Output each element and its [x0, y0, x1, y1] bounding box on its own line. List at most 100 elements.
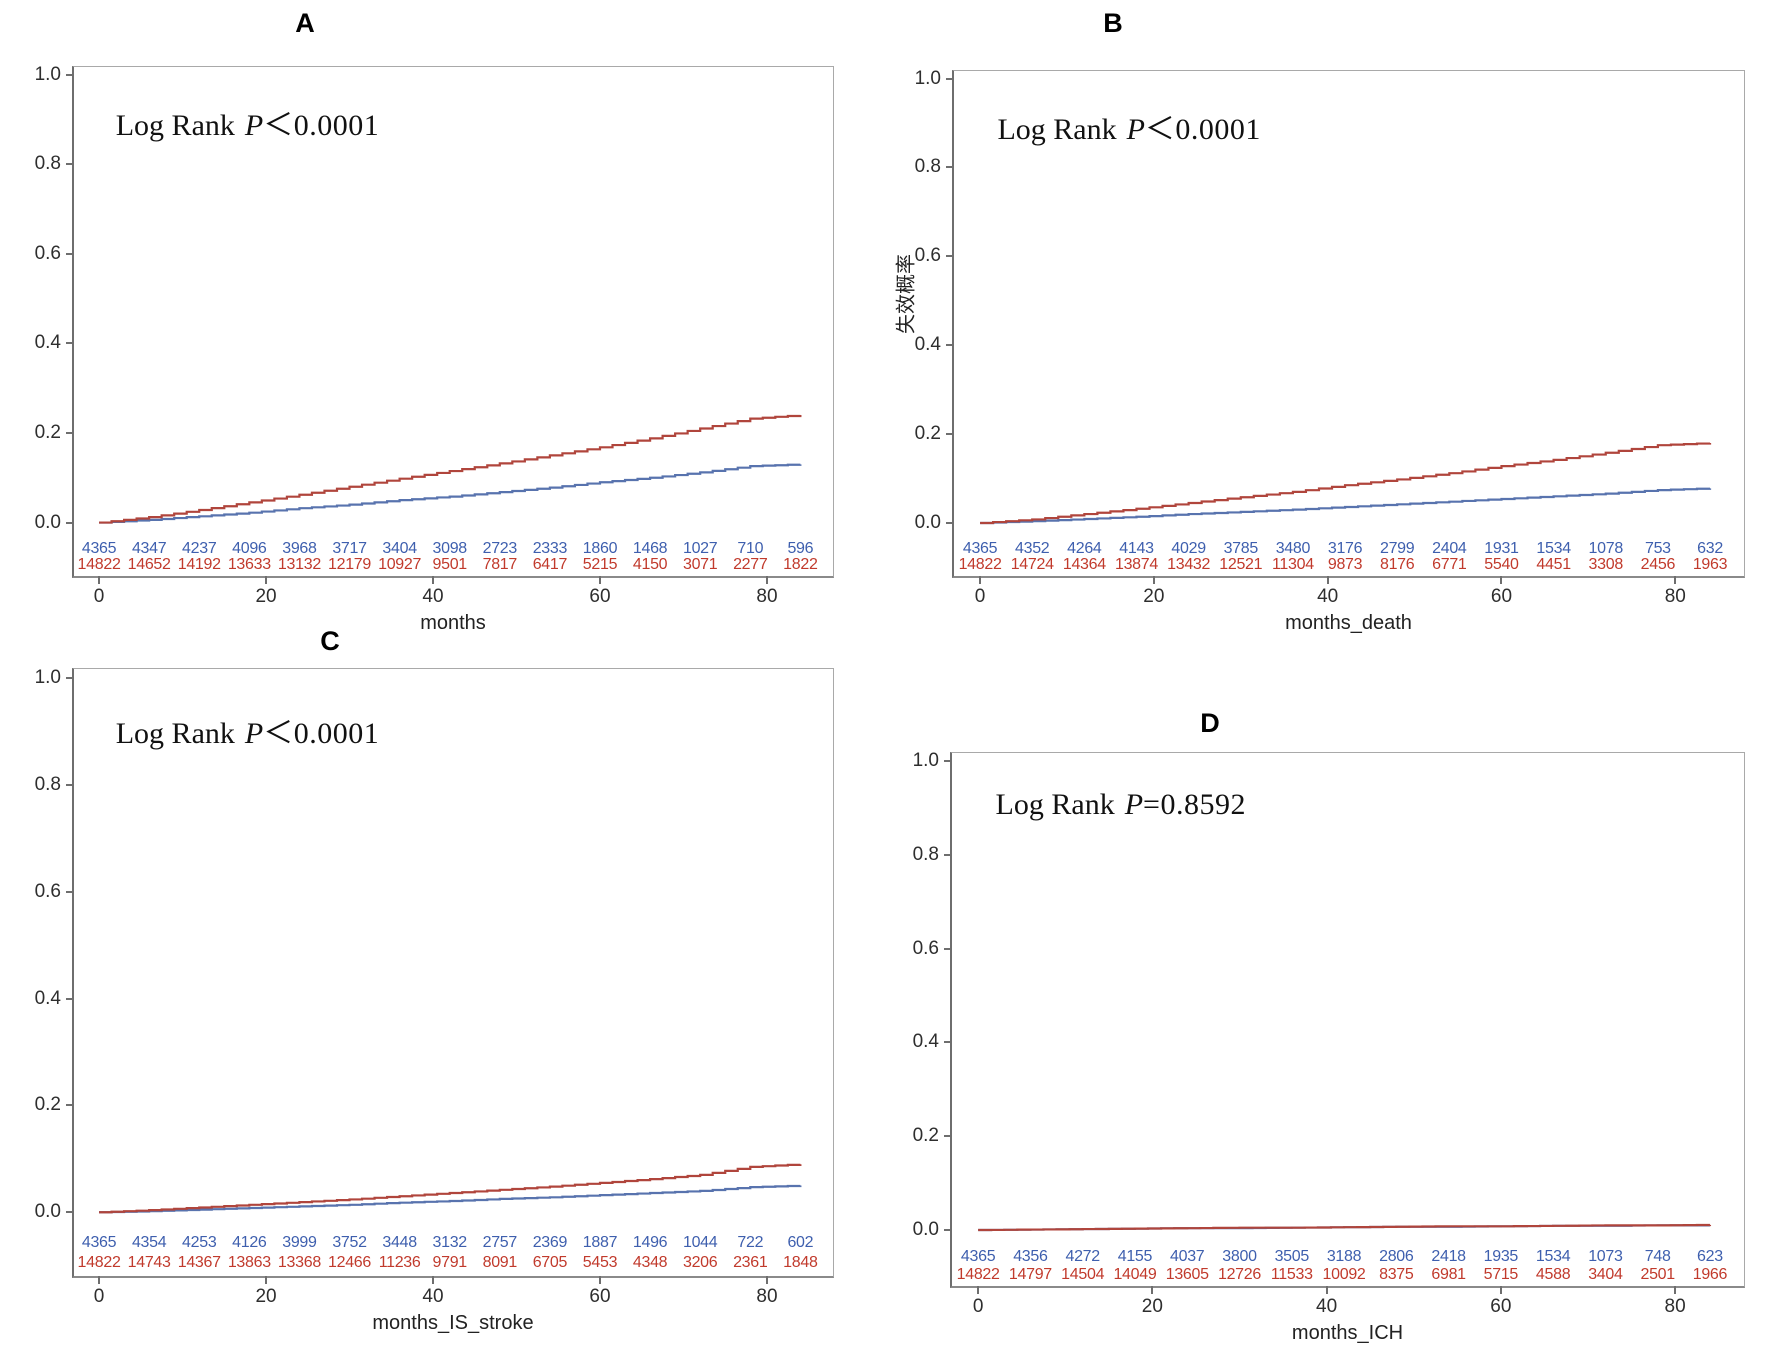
- x-tick-label: 0: [972, 1296, 984, 1317]
- risk-count-red: 8091: [482, 1254, 518, 1272]
- risk-count-blue: 4352: [1015, 539, 1050, 557]
- y-tick-mark: [66, 73, 74, 76]
- x-tick-mark: [765, 1276, 768, 1284]
- risk-count-red: 5540: [1484, 556, 1519, 574]
- risk-count-blue: 3448: [382, 1234, 417, 1252]
- risk-count-red: 6771: [1432, 556, 1467, 574]
- x-axis-title: months_IS_stroke: [372, 1312, 534, 1334]
- risk-count-blue: 4037: [1170, 1248, 1205, 1266]
- x-tick-label: 40: [422, 1286, 444, 1307]
- logrank-p-symbol: P: [244, 109, 264, 143]
- risk-count-red: 10092: [1322, 1265, 1366, 1283]
- risk-count-red: 14192: [177, 556, 221, 574]
- risk-count-red: 14367: [177, 1254, 221, 1272]
- risk-count-blue: 3752: [332, 1234, 367, 1252]
- risk-count-red: 13368: [277, 1254, 321, 1272]
- x-tick-mark: [1325, 1286, 1328, 1294]
- y-tick-mark: [944, 1041, 952, 1044]
- x-tick-mark: [1152, 576, 1155, 584]
- risk-count-blue: 4356: [1013, 1248, 1048, 1266]
- plot-area: Log Rank P＜0.0001 1.0 0.8 0.6 0.4 0.2 0.0 0 20 40…: [915, 68, 1745, 607]
- risk-count-blue: 1534: [1535, 1248, 1571, 1266]
- y-tick-label: 0.0: [34, 511, 61, 533]
- risk-count-blue: 4365: [81, 539, 117, 557]
- panel-c-plot-wrap: Log Rank P＜0.0001 1.0 0.8 0.6 0.4 0.2 0.0 0 20 40…: [35, 667, 834, 1334]
- x-tick-label: 60: [1490, 1296, 1512, 1317]
- risk-count-red: 14504: [1061, 1265, 1105, 1283]
- y-tick-label: 0.6: [34, 880, 61, 902]
- plot-area: Log Rank P＜0.0001 1.0 0.8 0.6 0.4 0.2 0.0 0 20 40…: [35, 667, 834, 1307]
- y-tick-label: 0.4: [34, 332, 61, 354]
- risk-count-red: 12179: [328, 556, 372, 574]
- risk-count-blue: 4126: [232, 1234, 267, 1252]
- x-tick-mark: [432, 1276, 434, 1284]
- risk-count-red: 2456: [1640, 556, 1676, 574]
- y-tick-mark: [66, 342, 74, 345]
- y-tick-mark: [66, 1211, 74, 1214]
- logrank-annotation: Log Rank P=0.8592: [996, 788, 1246, 822]
- y-tick-label: 0.8: [914, 156, 941, 178]
- y-tick-mark: [944, 1135, 952, 1138]
- x-tick-label: 40: [422, 586, 444, 607]
- x-tick-mark: [1326, 576, 1329, 584]
- risk-count-red: 12726: [1217, 1265, 1261, 1283]
- logrank-p-symbol: P: [244, 717, 264, 751]
- panel-a: A Log Rank P＜0.0001 1.0 0.8 0.6 0.4 0.2 0.0 0 20…: [0, 0, 886, 634]
- risk-count-blue: 4272: [1065, 1248, 1100, 1266]
- logrank-value: ＜0.0001: [263, 717, 380, 751]
- y-tick-label: 1.0: [912, 749, 939, 771]
- risk-count-blue: 602: [787, 1234, 814, 1252]
- risk-count-blue: 1027: [682, 539, 718, 557]
- risk-count-red: 14822: [77, 556, 121, 574]
- risk-count-red: 5215: [582, 556, 618, 574]
- risk-count-red: 14822: [956, 1265, 1000, 1283]
- x-tick-mark: [765, 576, 768, 584]
- risk-count-red: 14652: [127, 556, 171, 574]
- x-axis-title: months_ICH: [1291, 1322, 1404, 1344]
- risk-count-blue: 3505: [1274, 1248, 1310, 1266]
- risk-count-red: 4588: [1535, 1265, 1571, 1283]
- x-tick-mark: [1499, 1286, 1502, 1294]
- risk-count-red: 14797: [1008, 1265, 1052, 1283]
- survival-curves: [74, 67, 833, 576]
- risk-count-red: 11533: [1270, 1265, 1313, 1283]
- risk-count-blue: 4237: [182, 539, 217, 557]
- x-tick-label: 20: [255, 1286, 277, 1307]
- x-tick-label: 80: [1664, 586, 1686, 607]
- x-tick-mark: [98, 1276, 101, 1284]
- risk-count-blue: 2806: [1379, 1248, 1414, 1266]
- y-tick-mark: [944, 947, 952, 950]
- y-tick-mark: [66, 677, 74, 680]
- risk-count-red: 8176: [1379, 556, 1415, 574]
- y-tick-label: 1.0: [34, 63, 61, 85]
- survival-curves: [952, 753, 1744, 1286]
- risk-count-blue: 4143: [1119, 539, 1154, 557]
- risk-count-blue: 3999: [282, 1234, 317, 1252]
- panel-b-label: B: [1103, 8, 1123, 38]
- y-tick-label: 0.4: [34, 987, 61, 1009]
- plot-area: Log Rank P=0.8592 1.0 0.8 0.6 0.4 0.2 0.0 0 20 40…: [913, 750, 1745, 1317]
- x-tick-mark: [598, 576, 601, 584]
- logrank-annotation: Log Rank P＜0.0001: [116, 100, 379, 144]
- panel-b: B 失效概率 Log Rank P＜0.0001 1.0 0.8 0.6 0.4 0.2 0…: [886, 0, 1772, 634]
- x-tick-label: 20: [1141, 1296, 1163, 1317]
- y-tick-label: 0.8: [34, 153, 61, 175]
- risk-count-blue: 2799: [1379, 539, 1415, 557]
- risk-count-red: 13432: [1167, 556, 1211, 574]
- x-tick-label: 40: [1316, 1296, 1338, 1317]
- risk-count-red: 1848: [783, 1254, 818, 1272]
- risk-count-blue: 1935: [1483, 1248, 1519, 1266]
- y-tick-mark: [946, 77, 954, 80]
- risk-count-red: 10927: [378, 556, 422, 574]
- risk-count-blue: 4354: [131, 1234, 167, 1252]
- red-line: [99, 1164, 800, 1212]
- risk-count-red: 12466: [328, 1254, 372, 1272]
- risk-count-red: 1963: [1692, 556, 1728, 574]
- risk-count-blue: 3717: [332, 539, 367, 557]
- x-tick-mark: [265, 576, 268, 584]
- risk-count-red: 2277: [733, 556, 768, 574]
- risk-count-blue: 1887: [582, 1234, 618, 1252]
- x-tick-mark: [1674, 1286, 1677, 1294]
- y-tick-label: 0.4: [914, 334, 941, 356]
